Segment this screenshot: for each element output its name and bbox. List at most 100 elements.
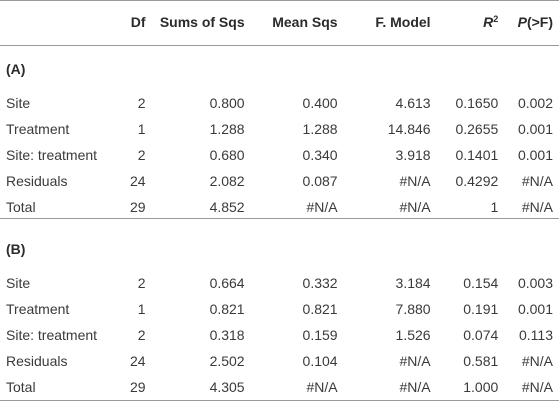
header-f-model: F. Model: [375, 14, 431, 30]
cell-p-value: #N/A: [521, 173, 553, 189]
cell-source: Residuals: [6, 173, 68, 189]
header-row: Df Sums of Sqs Mean Sqs F. Model R2 P(>F…: [0, 0, 559, 45]
header-p-value: P(>F): [498, 0, 559, 45]
header-r-squared: R2: [431, 0, 499, 45]
section-title-row: (A): [0, 45, 559, 90]
cell-sums-of-squares: 2.502: [209, 353, 245, 369]
header-sums-of-squares: Sums of Sqs: [159, 14, 245, 30]
cell-df: 24: [129, 173, 146, 189]
cell-p-value: 0.001: [517, 301, 553, 317]
cell-df: 2: [137, 275, 146, 291]
table-row: Total 29 4.852 #N/A #N/A 1 #N/A: [0, 194, 559, 220]
cell-source: Residuals: [6, 353, 68, 369]
cell-sums-of-squares: 0.680: [209, 147, 245, 163]
header-rule: [0, 45, 559, 46]
cell-df: 2: [137, 327, 146, 343]
cell-mean-squares: 0.104: [302, 353, 338, 369]
table-row: Site: treatment 2 0.318 0.159 1.526 0.074 0.11…: [0, 322, 559, 348]
r-squared-superscript: 2: [493, 14, 499, 24]
cell-sums-of-squares: 0.800: [209, 95, 245, 111]
cell-mean-squares: #N/A: [306, 379, 338, 395]
cell-source: Treatment: [6, 301, 70, 317]
section-spacer-cell: [0, 220, 559, 228]
table-row: Site: treatment 2 0.680 0.340 3.918 0.1401 0.0…: [0, 142, 559, 168]
table-row: Residuals 24 2.082 0.087 #N/A 0.4292 #N/A: [0, 168, 559, 194]
table-row: Site 2 0.800 0.400 4.613 0.1650 0.002: [0, 90, 559, 116]
r-squared-base: R: [483, 14, 494, 30]
cell-mean-squares: #N/A: [306, 199, 338, 215]
cell-f-model: 3.918: [395, 147, 431, 163]
cell-p-value: #N/A: [521, 353, 553, 369]
cell-mean-squares: 0.340: [302, 147, 338, 163]
cell-source: Total: [6, 199, 36, 215]
header-df: Df: [130, 14, 146, 30]
cell-p-value: 0.003: [517, 275, 553, 291]
cell-f-model: #N/A: [399, 353, 431, 369]
cell-source: Site: treatment: [6, 147, 98, 163]
cell-p-value: 0.001: [517, 121, 553, 137]
cell-r-squared: 0.191: [463, 301, 499, 317]
cell-f-model: #N/A: [399, 173, 431, 189]
section-title-row: (B): [0, 228, 559, 270]
cell-p-value: 0.113: [519, 327, 553, 343]
cell-r-squared: 0.154: [463, 275, 499, 291]
cell-mean-squares: 0.332: [302, 275, 338, 291]
cell-source: Treatment: [6, 121, 70, 137]
cell-f-model: 4.613: [395, 95, 431, 111]
table-row: Treatment 1 0.821 0.821 7.880 0.191 0.001: [0, 296, 559, 322]
cell-p-value: 0.001: [517, 147, 553, 163]
cell-r-squared: 0.581: [463, 353, 499, 369]
cell-r-squared: 0.1650: [455, 95, 499, 111]
cell-r-squared: 0.1401: [455, 147, 499, 163]
bottom-rule: [0, 400, 559, 401]
cell-mean-squares: 0.087: [302, 173, 338, 189]
cell-sums-of-squares: 4.852: [209, 199, 245, 215]
cell-df: 1: [137, 121, 146, 137]
p-value-base: P: [517, 14, 527, 30]
table-row: Treatment 1 1.288 1.288 14.846 0.2655 0.001: [0, 116, 559, 142]
section-title: (A): [6, 61, 26, 77]
cell-r-squared: 0.4292: [455, 173, 499, 189]
cell-r-squared: 1.000: [463, 379, 499, 395]
table-row: Site 2 0.664 0.332 3.184 0.154 0.003: [0, 270, 559, 296]
cell-source: Site: [6, 95, 31, 111]
section-title: (B): [6, 241, 26, 257]
section-spacer: [0, 220, 559, 228]
cell-p-value: #N/A: [521, 379, 553, 395]
cell-sums-of-squares: 0.664: [209, 275, 245, 291]
cell-r-squared: 0.074: [463, 327, 499, 343]
cell-mean-squares: 0.821: [302, 301, 338, 317]
cell-f-model: 3.184: [395, 275, 431, 291]
cell-df: 1: [137, 301, 146, 317]
cell-mean-squares: 0.159: [302, 327, 338, 343]
cell-df: 29: [129, 379, 146, 395]
top-rule: [0, 0, 559, 1]
cell-f-model: #N/A: [399, 379, 431, 395]
cell-r-squared: 1: [490, 199, 499, 215]
cell-source: Site: [6, 275, 31, 291]
cell-source: Total: [6, 379, 36, 395]
cell-sums-of-squares: 0.318: [209, 327, 245, 343]
table-row: Total 29 4.305 #N/A #N/A 1.000 #N/A: [0, 374, 559, 400]
cell-f-model: 7.880: [395, 301, 431, 317]
cell-sums-of-squares: 4.305: [209, 379, 245, 395]
cell-sums-of-squares: 2.082: [209, 173, 245, 189]
cell-mean-squares: 0.400: [302, 95, 338, 111]
p-value-condition: (>F): [526, 14, 553, 30]
cell-f-model: 1.526: [395, 327, 431, 343]
table-row: Residuals 24 2.502 0.104 #N/A 0.581 #N/A: [0, 348, 559, 374]
cell-f-model: #N/A: [399, 199, 431, 215]
table-body: (A) Site 2 0.800 0.400 4.613 0.1650 0.002 Treatm…: [0, 45, 559, 400]
cell-sums-of-squares: 0.821: [209, 301, 245, 317]
cell-r-squared: 0.2655: [455, 121, 499, 137]
cell-df: 2: [137, 147, 146, 163]
cell-df: 2: [137, 95, 146, 111]
cell-p-value: 0.002: [517, 95, 553, 111]
cell-df: 24: [129, 353, 146, 369]
section-divider-rule: [0, 218, 559, 219]
cell-sums-of-squares: 1.288: [209, 121, 245, 137]
cell-source: Site: treatment: [6, 327, 98, 343]
cell-df: 29: [129, 199, 146, 215]
cell-f-model: 14.846: [387, 121, 431, 137]
cell-p-value: #N/A: [521, 199, 553, 215]
